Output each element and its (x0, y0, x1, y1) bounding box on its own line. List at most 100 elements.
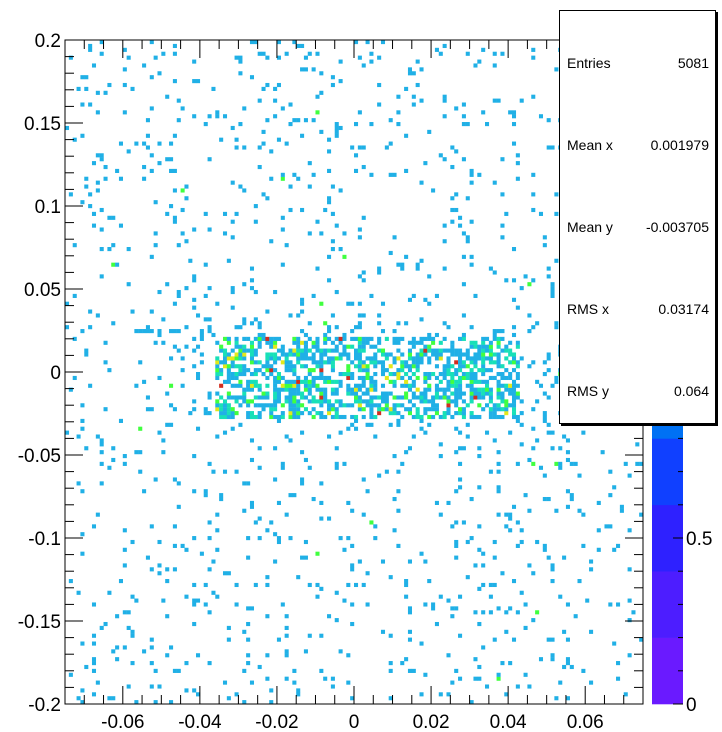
histogram-cell (423, 672, 428, 677)
histogram-cell (500, 391, 505, 396)
histogram-cell (523, 672, 528, 677)
histogram-cell (504, 407, 509, 412)
histogram-cell (488, 414, 493, 420)
histogram-cell (492, 375, 497, 381)
histogram-cell (276, 336, 281, 341)
histogram-cell (404, 657, 409, 662)
histogram-cell (84, 176, 89, 181)
histogram-cell (222, 348, 228, 353)
histogram-cell (446, 356, 451, 361)
histogram-cell (265, 368, 270, 373)
histogram-cell (111, 215, 116, 220)
histogram-cell (357, 399, 362, 404)
histogram-cell (88, 204, 93, 209)
histogram-cell (169, 329, 174, 334)
histogram-cell (180, 543, 185, 548)
histogram-cell (504, 403, 509, 408)
histogram-cell (226, 395, 231, 400)
histogram-cell (481, 340, 486, 345)
histogram-cell (323, 336, 328, 341)
histogram-cell (238, 71, 243, 76)
x-tick-label: 0.02 (413, 712, 450, 732)
histogram-cell (450, 207, 455, 213)
histogram-cell (172, 51, 177, 56)
histogram-cell (211, 469, 216, 474)
histogram-cell (581, 543, 586, 548)
histogram-cell (84, 352, 89, 357)
histogram-cell (257, 164, 262, 170)
histogram-cell (361, 145, 366, 150)
histogram-cell (273, 352, 278, 357)
histogram-cell (311, 375, 316, 381)
histogram-cell (273, 403, 278, 408)
histogram-cell (461, 231, 466, 236)
histogram-cell (215, 364, 220, 369)
histogram-cell (234, 364, 239, 369)
histogram-cell (461, 407, 466, 412)
histogram-cell (95, 434, 100, 439)
histogram-cell (334, 344, 339, 349)
histogram-cell (303, 395, 308, 400)
histogram-cell (442, 114, 447, 119)
histogram-cell (465, 422, 470, 427)
histogram-cell (219, 372, 224, 377)
histogram-cell (511, 278, 517, 283)
histogram-cell (300, 477, 305, 482)
histogram-cell (427, 375, 432, 381)
stat-rms-x-value: 0.03174 (658, 301, 709, 317)
histogram-cell (454, 426, 459, 431)
histogram-cell (246, 481, 251, 486)
histogram-cell (477, 59, 482, 64)
histogram-cell (508, 430, 513, 435)
stat-mean-y: Mean y -0.003705 (560, 219, 715, 239)
histogram-cell (238, 403, 243, 408)
histogram-cell (238, 325, 243, 330)
histogram-cell (396, 375, 401, 381)
histogram-cell (222, 571, 228, 576)
histogram-cell (415, 407, 420, 412)
histogram-cell (461, 313, 466, 318)
histogram-cell (269, 700, 274, 705)
histogram-cell (346, 364, 351, 369)
histogram-cell (280, 176, 285, 181)
histogram-cell (91, 223, 97, 228)
histogram-cell (369, 375, 374, 381)
histogram-cell (477, 414, 482, 420)
histogram-cell (446, 368, 451, 373)
histogram-cell (222, 411, 228, 416)
histogram-cell (465, 383, 470, 388)
histogram-cell (612, 641, 617, 646)
histogram-cell (334, 446, 339, 451)
histogram-cell (284, 243, 289, 248)
histogram-cell (215, 594, 220, 599)
histogram-cell (122, 528, 127, 533)
histogram-cell (230, 360, 235, 365)
histogram-cell (419, 360, 424, 365)
histogram-cell (434, 395, 439, 400)
histogram-cell (380, 391, 386, 396)
histogram-cell (230, 407, 235, 412)
histogram-cell (118, 141, 123, 146)
histogram-cell (485, 336, 490, 341)
histogram-cell (203, 602, 208, 607)
y-tick-label: -0.05 (18, 446, 61, 467)
histogram-cell (276, 348, 281, 353)
histogram-cell (311, 360, 316, 365)
histogram-cell (461, 399, 466, 404)
histogram-cell (273, 477, 278, 482)
y-tick-label: -0.2 (28, 695, 61, 716)
histogram-cell (492, 329, 497, 334)
histogram-cell (280, 411, 285, 416)
histogram-cell (492, 352, 497, 357)
histogram-cell (423, 411, 428, 416)
histogram-cell (142, 649, 147, 654)
histogram-cell (458, 395, 463, 400)
histogram-cell (458, 407, 463, 412)
histogram-cell (319, 90, 324, 95)
histogram-cell (338, 336, 343, 341)
histogram-cell (469, 360, 474, 365)
histogram-cell (404, 582, 409, 588)
histogram-cell (346, 352, 351, 357)
stat-entries-value: 5081 (677, 55, 709, 71)
histogram-cell (242, 282, 247, 287)
